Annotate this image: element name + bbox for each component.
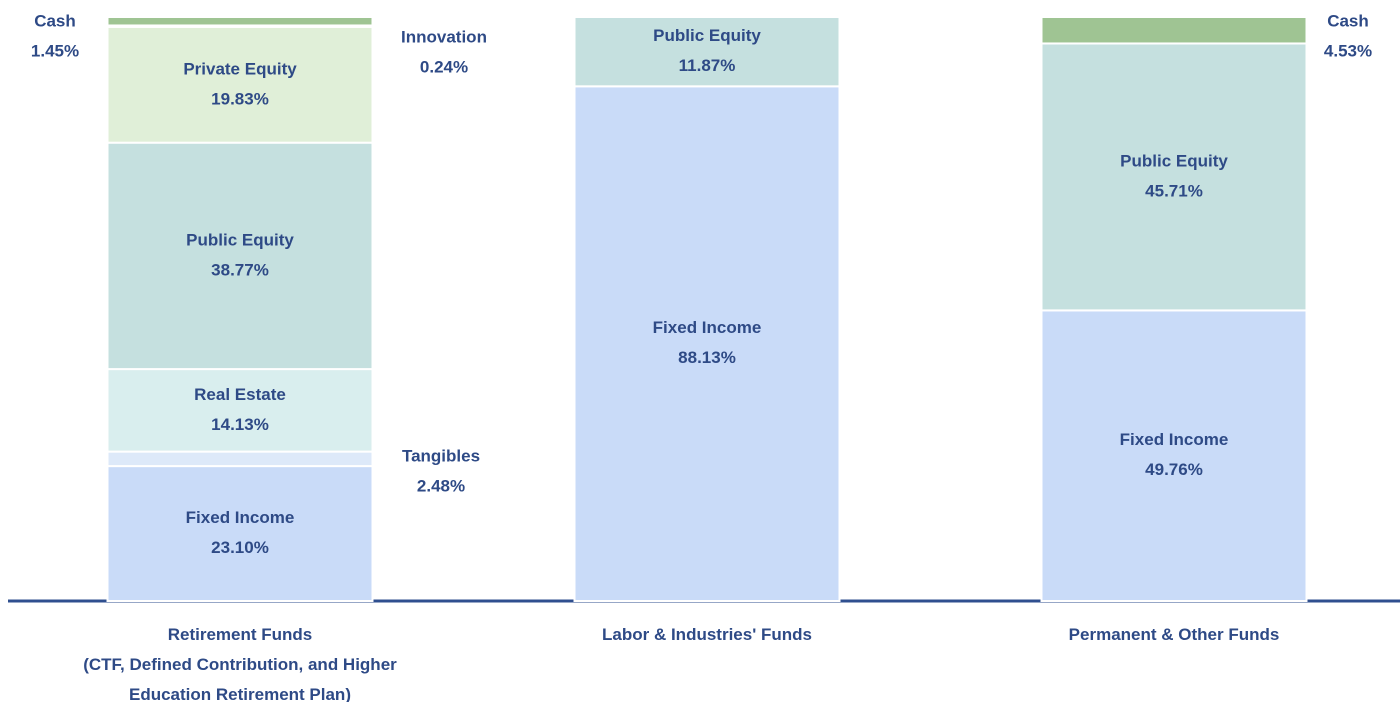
- segment-label: Fixed Income: [1120, 430, 1229, 449]
- bar-segment: [106, 465, 374, 603]
- bar-segment: [1040, 309, 1308, 602]
- segment-value: 14.13%: [211, 415, 269, 434]
- segment-label: Tangibles: [402, 446, 480, 465]
- segment-value: 45.71%: [1145, 181, 1203, 200]
- bar-segment: [106, 16, 374, 27]
- bar-segment: [1040, 16, 1308, 45]
- segment-value: 23.10%: [211, 538, 269, 557]
- segment-value: 2.48%: [417, 476, 465, 495]
- bar-segment: [106, 368, 374, 453]
- segment-label: Public Equity: [186, 230, 294, 249]
- segment-label: Cash: [34, 11, 76, 30]
- segment-label: Fixed Income: [186, 508, 295, 527]
- bar-segment: [573, 85, 841, 602]
- bar-segment: [573, 16, 841, 88]
- segment-value: 19.83%: [211, 89, 269, 108]
- segment-value: 88.13%: [678, 348, 736, 367]
- segment-label: Cash: [1327, 11, 1369, 30]
- x-tick-label: Permanent & Other Funds: [1068, 625, 1280, 644]
- segment-label: Real Estate: [194, 385, 286, 404]
- segment-value: 38.77%: [211, 260, 269, 279]
- x-tick-label: Labor & Industries' Funds: [602, 625, 812, 644]
- bar-segment: [106, 141, 374, 371]
- segment-value: 4.53%: [1324, 41, 1372, 60]
- segment-value: 1.45%: [31, 41, 79, 60]
- bar-segment: [1040, 42, 1308, 312]
- segment-label: Private Equity: [183, 59, 297, 78]
- segment-value: 11.87%: [679, 56, 736, 75]
- segment-label: Innovation: [401, 27, 487, 46]
- bar-segment: [106, 25, 374, 144]
- segment-value: 49.76%: [1145, 460, 1203, 479]
- x-tick-label: Retirement Funds (CTF, Defined Contribut…: [83, 625, 397, 702]
- segment-value: 0.24%: [420, 57, 468, 76]
- bar-segment: [106, 450, 374, 468]
- segment-label: Public Equity: [1120, 151, 1228, 170]
- segment-label: Public Equity: [653, 26, 761, 45]
- segment-label: Fixed Income: [653, 318, 762, 337]
